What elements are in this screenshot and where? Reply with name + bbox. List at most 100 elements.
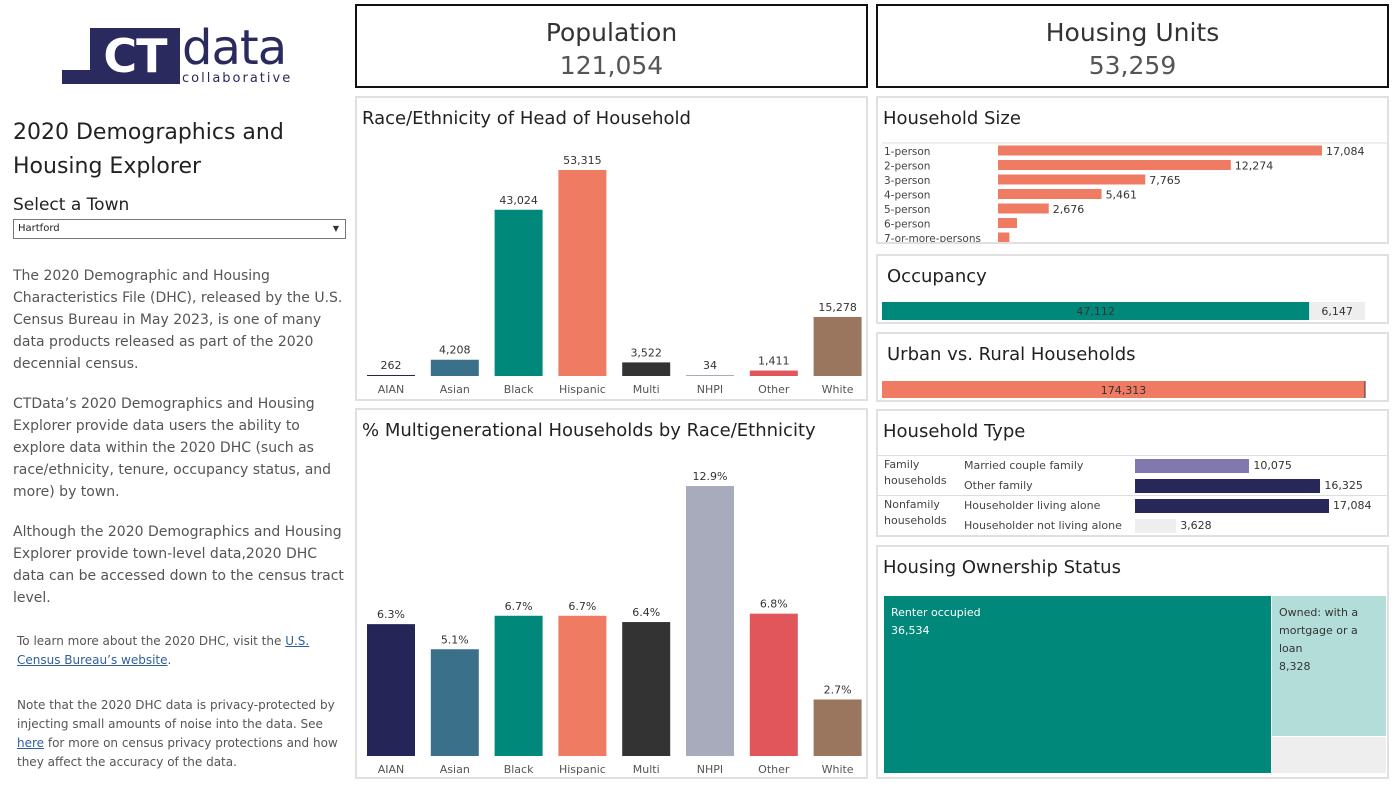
multigen-chart-panel: % Multigenerational Households by Race/E… — [355, 408, 868, 779]
race-category-label: Black — [504, 383, 534, 396]
occupancy-title: Occupancy — [887, 266, 987, 287]
treemap-renter[interactable]: Renter occupied 36,534 — [884, 596, 1271, 773]
household-size-label: 3-person — [884, 175, 930, 187]
multigen-bar-hispanic — [558, 615, 607, 756]
race-bar-aian — [367, 374, 415, 376]
population-kpi: Population 121,054 — [355, 4, 868, 88]
race-bar-other — [749, 370, 798, 376]
divider — [878, 455, 1387, 456]
ownership-title: Housing Ownership Status — [883, 557, 1121, 578]
multigen-value-label: 12.9% — [693, 470, 728, 483]
household-size-bar — [998, 160, 1231, 170]
multigen-value-label: 5.1% — [441, 633, 469, 646]
treemap-owned-free[interactable] — [1272, 737, 1386, 773]
privacy-here-link[interactable]: here — [17, 736, 45, 750]
multigen-value-label: 6.4% — [632, 606, 660, 619]
multigen-value-label: 6.8% — [760, 598, 788, 611]
household-type-panel: Household Type Family households Nonfami… — [876, 409, 1389, 537]
household-size-chart: 1-person 17,084 2-person 12,274 3-person 7,76… — [882, 142, 1387, 242]
urban-rural-title: Urban vs. Rural Households — [887, 344, 1136, 365]
privacy-note-suffix: for more on census privacy protections a… — [17, 736, 338, 769]
household-type-bar — [1135, 519, 1177, 533]
race-category-label: Other — [758, 383, 790, 396]
learn-more-text: To learn more about the 2020 DHC, visit … — [17, 632, 352, 670]
multigen-bar-asian — [430, 649, 479, 756]
household-size-label: 5-person — [884, 204, 930, 216]
urban-rural-chart: 174,313 — [882, 381, 1366, 398]
multigen-bar-aian — [367, 624, 415, 756]
housing-units-value: 53,259 — [1088, 51, 1177, 80]
logo-subtitle: collaborative — [182, 71, 293, 86]
household-size-value: 7,765 — [1149, 174, 1181, 187]
multigen-category-label: NHPI — [697, 763, 723, 776]
urban-bar — [882, 381, 1365, 398]
tract-paragraph: Although the 2020 Demographics and Housi… — [13, 524, 344, 606]
household-type-value: 17,084 — [1333, 499, 1372, 512]
learn-more-suffix: . — [167, 653, 172, 667]
urban-value: 174,313 — [1101, 384, 1147, 397]
household-type-value: 16,325 — [1324, 479, 1363, 492]
select-town-label: Select a Town — [13, 195, 130, 215]
multigen-category-label: AIAN — [378, 763, 405, 776]
household-size-label: 4-person — [884, 190, 930, 202]
household-type-label: Householder not living alone — [964, 519, 1122, 532]
household-type-bar — [1135, 499, 1329, 513]
nonfamily-group-label: Nonfamily households — [884, 498, 947, 527]
town-select[interactable]: Hartford ▼ — [13, 219, 346, 239]
household-size-title: Household Size — [883, 108, 1021, 129]
race-value-label: 262 — [381, 359, 402, 372]
race-bar-black — [494, 209, 543, 376]
housing-units-kpi: Housing Units 53,259 — [876, 4, 1389, 88]
race-value-label: 53,315 — [563, 154, 602, 167]
household-size-label: 1-person — [884, 146, 930, 158]
multigen-bar-chart: 6.3% AIAN 5.1% Asian 6.7% Black 6.7% Hispanic 6.… — [367, 470, 862, 776]
ownership-panel: Housing Ownership Status Renter occupied… — [876, 545, 1389, 779]
vacant-value: 6,147 — [1321, 305, 1353, 318]
multigen-bar-other — [749, 613, 798, 756]
household-size-bar — [998, 218, 1017, 228]
treemap-owned-mortgage[interactable]: Owned: with a mortgage or a loan 8,328 — [1272, 596, 1386, 736]
race-category-label: NHPI — [697, 383, 723, 396]
race-bar-asian — [430, 359, 479, 376]
multigen-category-label: Hispanic — [559, 763, 606, 776]
household-type-value: 3,628 — [1180, 519, 1212, 532]
multigen-bar-black — [494, 615, 543, 756]
logo-word: data — [182, 20, 287, 76]
multigen-bar-multi — [622, 622, 671, 756]
population-title: Population — [545, 18, 678, 47]
household-size-panel: Household Size 1-person 17,084 2-person 12,… — [876, 96, 1389, 244]
household-type-value: 10,075 — [1253, 459, 1292, 472]
race-value-label: 4,208 — [439, 344, 471, 357]
race-category-label: AIAN — [378, 383, 405, 396]
owned-mortgage-label: Owned: with a mortgage or a loan — [1279, 606, 1359, 655]
household-size-bar — [998, 232, 1010, 242]
household-size-bar — [998, 189, 1102, 199]
race-bar-multi — [622, 362, 671, 376]
learn-more-prefix: To learn more about the 2020 DHC, visit … — [17, 634, 286, 648]
multigen-category-label: Asian — [440, 763, 470, 776]
privacy-note-prefix: Note that the 2020 DHC data is privacy-p… — [17, 698, 335, 731]
race-value-label: 3,522 — [630, 346, 662, 359]
logo-mark: CT — [90, 28, 180, 84]
urban-rural-panel: Urban vs. Rural Households 174,313 — [876, 332, 1389, 402]
census-website-link[interactable]: U.S. Census Bureau’s website — [17, 634, 310, 667]
race-bar-nhpi — [686, 375, 734, 376]
privacy-note: Note that the 2020 DHC data is privacy-p… — [17, 696, 352, 772]
household-type-title: Household Type — [883, 421, 1026, 442]
race-chart-title: Race/Ethnicity of Head of Household — [362, 108, 691, 129]
multigen-value-label: 6.3% — [377, 608, 405, 621]
vacant-bar — [1309, 302, 1365, 320]
multigen-chart-title: % Multigenerational Households by Race/E… — [362, 420, 816, 441]
household-type-row: Householder not living alone 3,628 — [878, 516, 1387, 536]
occupancy-chart: 47,112 6,147 — [882, 302, 1365, 320]
renter-label: Renter occupied — [891, 606, 981, 619]
household-size-label: 2-person — [884, 161, 930, 173]
renter-value: 36,534 — [891, 624, 930, 637]
race-chart-panel: Race/Ethnicity of Head of Household 262 A… — [355, 96, 868, 401]
multigen-category-label: Multi — [633, 763, 660, 776]
multigen-category-label: Other — [758, 763, 790, 776]
occupied-bar — [882, 302, 1310, 320]
race-category-label: White — [822, 383, 854, 396]
household-size-value: 2,676 — [1053, 203, 1085, 216]
race-bar-white — [813, 316, 862, 376]
